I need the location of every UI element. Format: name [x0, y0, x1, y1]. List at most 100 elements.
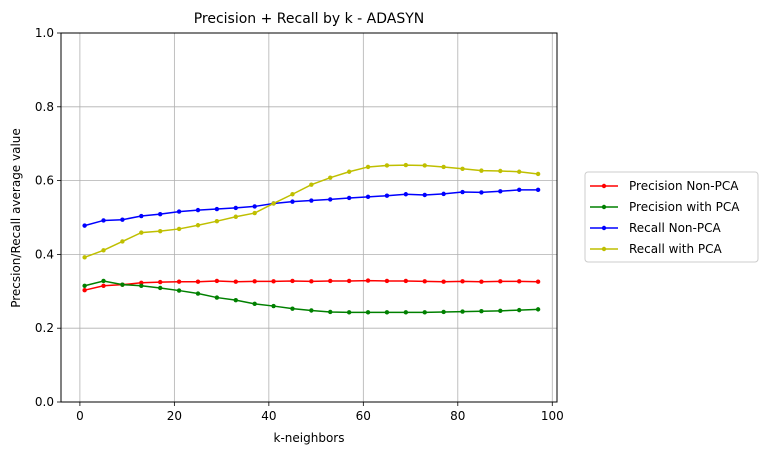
- data-point-precision-with-pca: [384, 310, 390, 315]
- data-point-recall-non-pca: [517, 187, 522, 193]
- y-tick-label: 0.2: [35, 321, 54, 335]
- data-point-recall-with-pca: [139, 230, 144, 235]
- data-point-recall-with-pca: [403, 162, 409, 168]
- data-point-precision-non-pca: [479, 279, 484, 284]
- data-point-precision-with-pca: [252, 301, 257, 307]
- y-tick-label: 1.0: [35, 26, 54, 40]
- data-point-recall-with-pca: [517, 169, 522, 174]
- series-group: [82, 162, 541, 315]
- data-point-recall-with-pca: [195, 223, 201, 228]
- legend-label-precision-with-pca: Precision with PCA: [629, 200, 740, 214]
- data-point-recall-non-pca: [365, 194, 371, 200]
- data-point-recall-with-pca: [384, 163, 390, 168]
- y-tick-label: 0.6: [35, 174, 54, 188]
- data-point-recall-non-pca: [346, 195, 352, 201]
- x-axis-label: k-neighbors: [274, 431, 345, 445]
- data-point-precision-non-pca: [517, 279, 522, 284]
- x-tick-label: 40: [261, 409, 276, 423]
- data-point-recall-with-pca: [309, 182, 314, 187]
- legend-box: [584, 171, 759, 263]
- series-line-precision-with-pca: [84, 280, 539, 314]
- data-point-precision-non-pca: [101, 283, 106, 288]
- data-point-recall-with-pca: [290, 192, 295, 197]
- data-point-recall-non-pca: [290, 199, 295, 204]
- data-point-precision-non-pca: [290, 278, 295, 284]
- data-point-precision-with-pca: [479, 309, 484, 314]
- data-point-precision-with-pca: [535, 307, 541, 312]
- data-point-recall-non-pca: [120, 217, 125, 222]
- data-point-precision-with-pca: [271, 303, 276, 309]
- y-axis: 0.0 0.2 0.4 0.6 0.8 1.0: [35, 26, 61, 409]
- data-point-precision-with-pca: [365, 310, 371, 315]
- data-point-precision-with-pca: [139, 283, 144, 288]
- data-point-recall-non-pca: [309, 198, 314, 203]
- x-axis: 0 20 40 60 80 100: [76, 402, 564, 423]
- data-point-precision-with-pca: [101, 278, 106, 284]
- data-point-recall-with-pca: [328, 175, 333, 180]
- data-point-precision-non-pca: [535, 279, 541, 284]
- data-point-recall-non-pca: [214, 206, 220, 212]
- data-point-recall-non-pca: [101, 218, 106, 223]
- plot-frame: [60, 32, 558, 403]
- data-point-precision-non-pca: [271, 279, 276, 284]
- data-point-recall-with-pca: [535, 171, 541, 177]
- series-line-recall-non-pca: [84, 189, 539, 227]
- y-tick-label: 0.8: [35, 100, 54, 114]
- data-point-recall-non-pca: [460, 189, 465, 195]
- data-point-recall-non-pca: [422, 192, 427, 198]
- legend-marker-recall-with-pca: [601, 246, 607, 252]
- data-point-recall-non-pca: [158, 211, 163, 217]
- x-tick-label: 20: [167, 409, 182, 423]
- data-point-recall-with-pca: [479, 168, 484, 173]
- data-point-precision-with-pca: [82, 283, 87, 288]
- data-point-precision-non-pca: [233, 279, 238, 284]
- data-point-precision-with-pca: [460, 309, 465, 314]
- data-point-precision-with-pca: [309, 308, 314, 313]
- y-tick-label: 0.4: [35, 247, 54, 261]
- data-point-precision-with-pca: [158, 285, 163, 291]
- data-point-precision-non-pca: [365, 278, 371, 283]
- data-point-recall-non-pca: [384, 193, 390, 198]
- data-point-precision-non-pca: [158, 279, 163, 285]
- x-tick-label: 80: [450, 409, 465, 423]
- x-tick-label: 60: [356, 409, 371, 423]
- data-point-recall-with-pca: [498, 168, 503, 174]
- data-point-precision-with-pca: [346, 310, 352, 315]
- data-point-recall-with-pca: [422, 163, 427, 168]
- y-axis-label: Precsion/Recall average value: [9, 128, 23, 308]
- chart-title: Precision + Recall by k - ADASYN: [194, 11, 425, 27]
- data-point-recall-non-pca: [441, 191, 446, 197]
- data-point-recall-non-pca: [82, 223, 87, 228]
- data-point-precision-non-pca: [498, 279, 503, 284]
- data-point-recall-with-pca: [233, 214, 238, 219]
- data-point-recall-non-pca: [176, 209, 182, 214]
- data-point-recall-non-pca: [498, 189, 503, 194]
- data-point-precision-non-pca: [252, 279, 257, 284]
- x-tick-label: 0: [76, 409, 84, 423]
- data-point-recall-non-pca: [139, 213, 144, 219]
- data-point-recall-with-pca: [214, 218, 220, 224]
- legend-marker-precision-non-pca: [601, 183, 607, 189]
- data-point-recall-with-pca: [176, 226, 182, 232]
- data-point-precision-with-pca: [403, 310, 409, 315]
- data-point-recall-with-pca: [252, 210, 257, 216]
- data-point-precision-non-pca: [460, 279, 465, 284]
- data-point-recall-with-pca: [82, 255, 87, 260]
- legend-label-recall-non-pca: Recall Non-PCA: [629, 221, 721, 235]
- data-point-recall-with-pca: [346, 169, 352, 174]
- data-point-precision-non-pca: [384, 278, 390, 284]
- data-point-precision-non-pca: [195, 279, 201, 284]
- data-point-precision-non-pca: [309, 279, 314, 284]
- data-point-recall-with-pca: [271, 201, 276, 206]
- data-point-recall-non-pca: [195, 207, 201, 213]
- data-point-precision-non-pca: [176, 279, 182, 284]
- legend-marker-recall-non-pca: [601, 225, 607, 231]
- legend-label-recall-with-pca: Recall with PCA: [629, 242, 723, 256]
- data-point-precision-with-pca: [290, 306, 295, 311]
- data-point-recall-non-pca: [233, 205, 238, 211]
- data-point-precision-with-pca: [422, 310, 427, 315]
- data-point-precision-with-pca: [441, 309, 446, 315]
- data-point-recall-with-pca: [441, 164, 446, 170]
- data-point-precision-with-pca: [328, 309, 333, 315]
- x-tick-label: 100: [541, 409, 564, 423]
